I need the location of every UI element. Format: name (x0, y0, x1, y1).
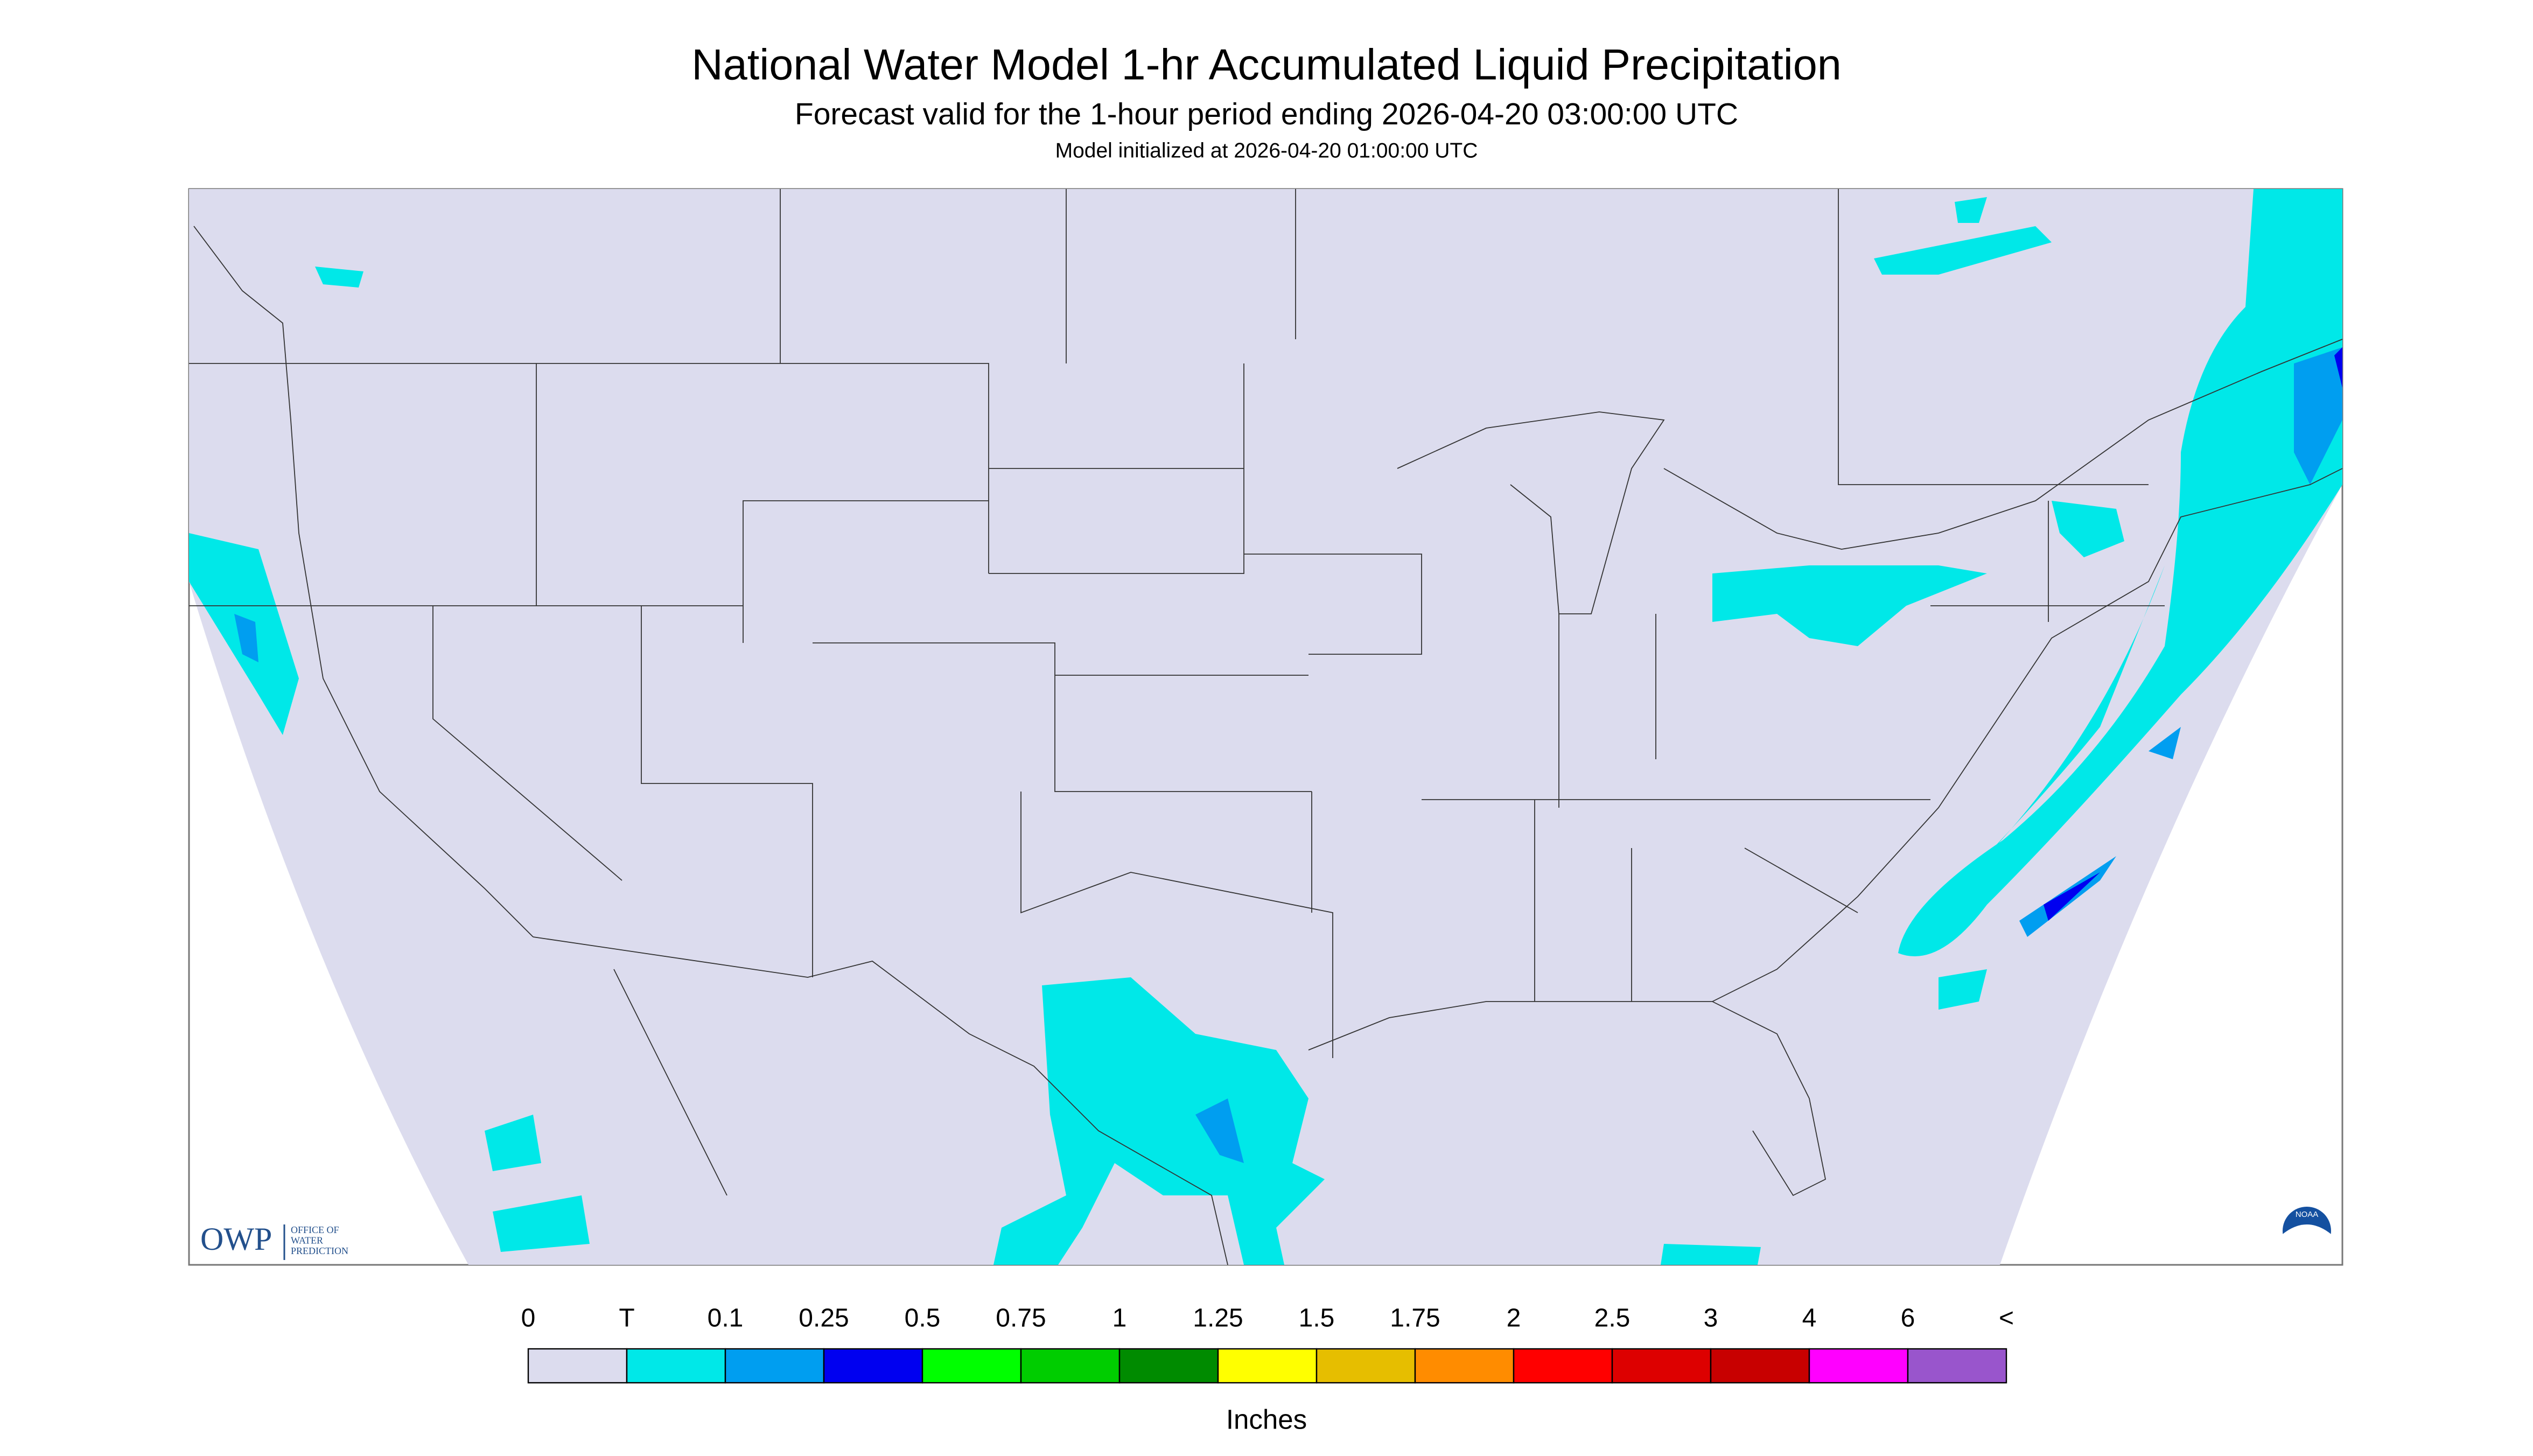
legend-label: 6 (1901, 1304, 1915, 1333)
legend-swatch (921, 1348, 1022, 1384)
legend-swatch (1808, 1348, 1909, 1384)
legend-swatch (1316, 1348, 1416, 1384)
legend-swatch (1907, 1348, 2007, 1384)
legend-label: 1.25 (1193, 1304, 1243, 1333)
legend-swatch (1513, 1348, 1613, 1384)
legend: 0 T 0.1 0.25 0.5 0.75 1 1.25 1.5 1.75 2 2.5 3 4 6 < (521, 1304, 2014, 1384)
legend-swatch (1414, 1348, 1515, 1384)
legend-swatch (1611, 1348, 1712, 1384)
noaa-logo-wave (2283, 1224, 2331, 1259)
legend-label: 1.5 (1299, 1304, 1335, 1333)
domain (189, 189, 2342, 1265)
legend-label: 1 (1112, 1304, 1127, 1333)
legend-label: 0.5 (905, 1304, 941, 1333)
subtitle: Forecast valid for the 1-hour period end… (795, 97, 1738, 131)
legend-swatch (1020, 1348, 1121, 1384)
legend-label: T (619, 1304, 634, 1333)
legend-swatch (527, 1348, 628, 1384)
legend-label: < (1999, 1304, 2014, 1333)
legend-label: 2.5 (1594, 1304, 1631, 1333)
legend-label: 2 (1507, 1304, 1521, 1333)
legend-swatch (1217, 1348, 1318, 1384)
legend-label: 1.75 (1390, 1304, 1440, 1333)
legend-label: 0.75 (996, 1304, 1046, 1333)
legend-swatch (1118, 1348, 1219, 1384)
legend-swatch (1710, 1348, 1810, 1384)
boundaries (189, 189, 2343, 1265)
legend-label: 3 (1704, 1304, 1718, 1333)
legend-label: 0.25 (799, 1304, 849, 1333)
noaa-logo-text: NOAA (2296, 1210, 2319, 1219)
legend-swatch (823, 1348, 923, 1384)
owp-logo: OWP (200, 1221, 272, 1257)
legend-swatch (626, 1348, 726, 1384)
legend-label: 4 (1802, 1304, 1817, 1333)
legend-swatch (724, 1348, 825, 1384)
owp-logo-line: PREDICTION (291, 1245, 348, 1256)
owp-logo-line: WATER (291, 1235, 323, 1246)
legend-label: 0 (521, 1304, 536, 1333)
precip-areas (189, 189, 2342, 1265)
legend-unit: Inches (1226, 1404, 1307, 1434)
legend-label: 0.1 (708, 1304, 744, 1333)
title: National Water Model 1-hr Accumulated Li… (691, 40, 1842, 89)
init-note: Model initialized at 2026-04-20 01:00:00… (1055, 139, 1478, 162)
owp-logo-line: OFFICE OF (291, 1224, 339, 1235)
